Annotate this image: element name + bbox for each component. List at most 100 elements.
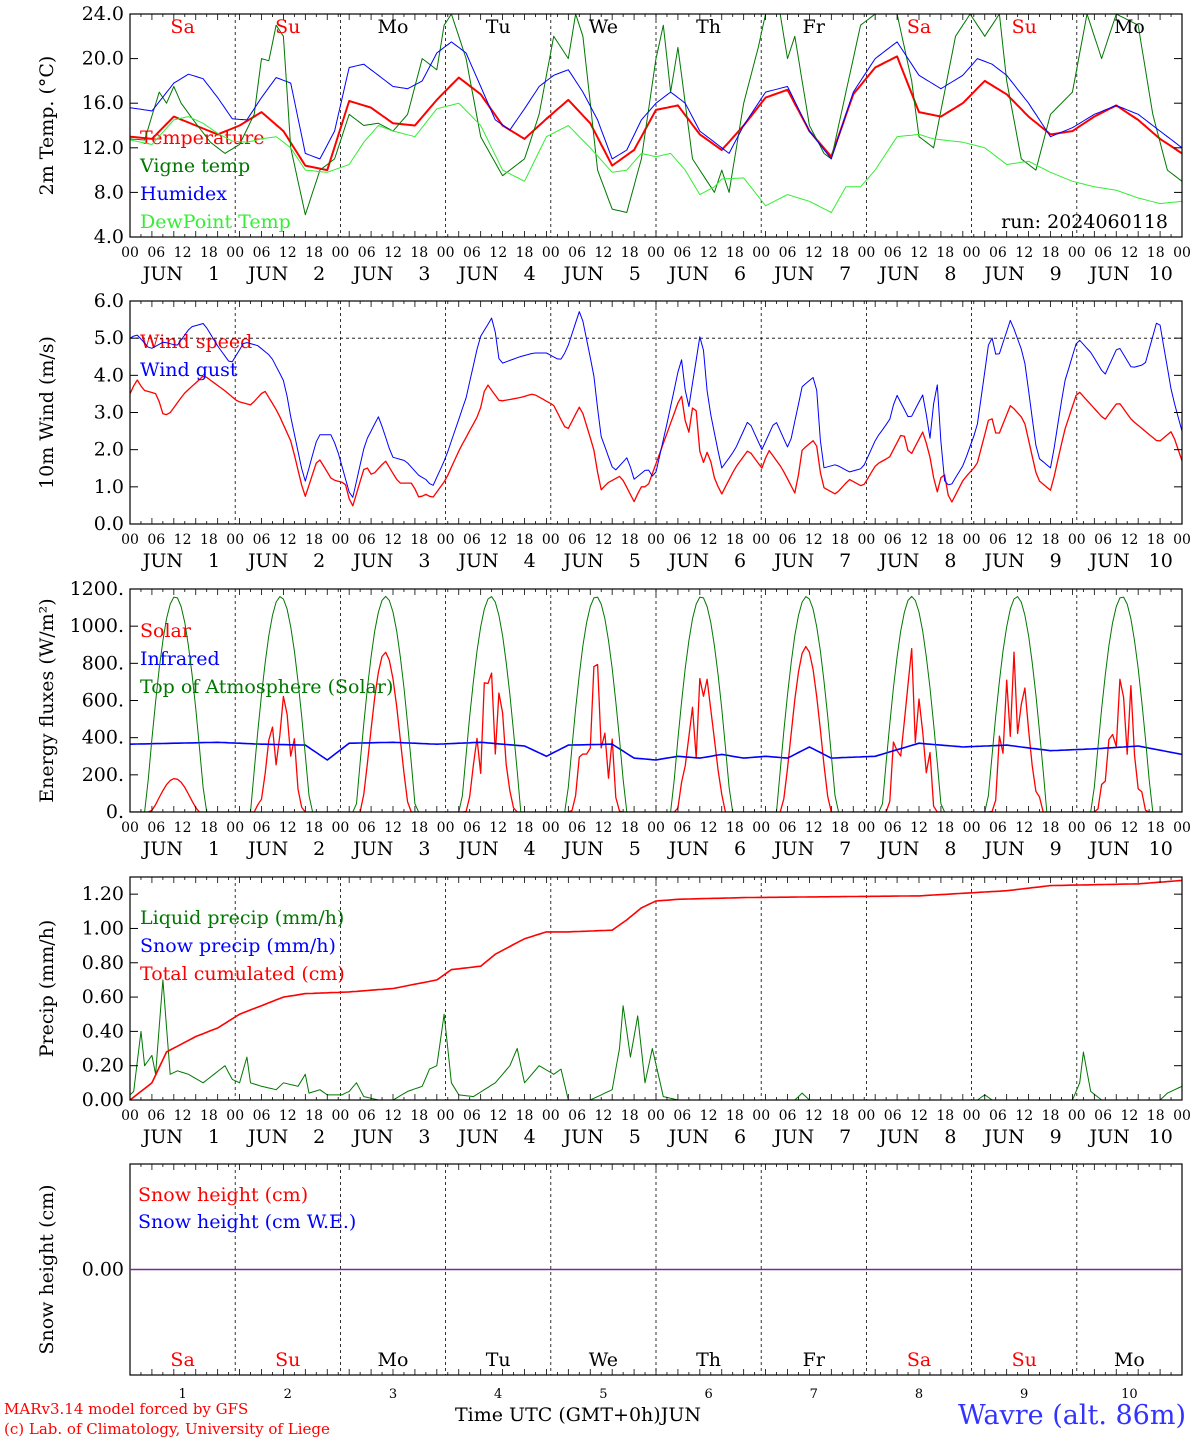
wind-hour-label: 00 (857, 532, 875, 548)
temp-series-dewpoint-temp (130, 102, 1182, 213)
precip-hour-label: 06 (463, 1108, 481, 1124)
precip-month-label: JUN (1088, 1126, 1130, 1148)
energy-y-tick-label: 400. (82, 727, 124, 749)
energy-y-axis-label: Energy fluxes (W/m²) (36, 598, 58, 802)
temp-month-label: JUN (351, 263, 393, 285)
temp-hour-label: 18 (1147, 245, 1165, 261)
precip-hour-label: 18 (936, 1108, 954, 1124)
snow-y-tick-label: 0.00 (82, 1259, 124, 1281)
temp-day-number: 5 (629, 263, 641, 285)
wind-hour-label: 18 (1042, 532, 1060, 548)
wind-y-tick-label: 0.0 (94, 513, 124, 535)
temp-hour-label: 00 (647, 245, 665, 261)
wind-hour-label: 06 (1094, 532, 1112, 548)
snow-day-number: 5 (599, 1387, 607, 1402)
precip-hour-label: 00 (121, 1108, 139, 1124)
snow-weekday-label: Mo (1114, 1349, 1145, 1371)
energy-hour-label-final: 00 (1173, 820, 1191, 836)
temp-hour-label: 12 (384, 245, 402, 261)
precip-legend-0: Liquid precip (mm/h) (140, 907, 344, 929)
temp-hour-label: 06 (673, 245, 691, 261)
temp-hour-label: 12 (805, 245, 823, 261)
energy-month-label: JUN (982, 838, 1024, 860)
energy-month-label: JUN (246, 838, 288, 860)
wind-month-label: JUN (246, 550, 288, 572)
precip-y-tick-label: 1.20 (82, 883, 124, 905)
energy-hour-label: 12 (805, 820, 823, 836)
energy-hour-label: 12 (279, 820, 297, 836)
precip-hour-label: 12 (279, 1108, 297, 1124)
temp-weekday-label: Mo (1114, 16, 1145, 38)
temp-month-label: JUN (141, 263, 183, 285)
energy-hour-label: 18 (200, 820, 218, 836)
temp-hour-label: 00 (752, 245, 770, 261)
precip-hour-label: 18 (410, 1108, 428, 1124)
wind-month-label: JUN (877, 550, 919, 572)
wind-hour-label: 12 (384, 532, 402, 548)
temp-hour-label: 18 (200, 245, 218, 261)
temp-weekday-label: Fr (803, 16, 826, 38)
wind-y-tick-label: 5.0 (94, 327, 124, 349)
wind-hour-label: 00 (963, 532, 981, 548)
energy-day-number: 7 (839, 838, 851, 860)
temp-hour-label: 12 (489, 245, 507, 261)
temp-run-annotation: run: 2024060118 (1001, 211, 1168, 233)
temp-hour-label: 06 (989, 245, 1007, 261)
precip-day-number: 9 (1050, 1126, 1062, 1148)
energy-day-number: 8 (944, 838, 956, 860)
wind-hour-label: 00 (331, 532, 349, 548)
snow-weekday-label: Su (1012, 1349, 1037, 1371)
temp-month-label: JUN (877, 263, 919, 285)
energy-hour-label: 18 (726, 820, 744, 836)
temp-y-tick-label: 8.0 (94, 181, 124, 203)
wind-y-tick-label: 6.0 (94, 290, 124, 312)
energy-day-number: 1 (208, 838, 220, 860)
energy-hour-label: 06 (1094, 820, 1112, 836)
energy-hour-label: 12 (594, 820, 612, 836)
precip-hour-label: 12 (700, 1108, 718, 1124)
wind-hour-label: 06 (884, 532, 902, 548)
wind-hour-label: 06 (358, 532, 376, 548)
temp-hour-label: 06 (568, 245, 586, 261)
temp-weekday-label: We (589, 16, 618, 38)
energy-hour-label: 06 (147, 820, 165, 836)
precip-hour-label: 18 (516, 1108, 534, 1124)
energy-series-top-of-atmosphere-solar- (130, 595, 1182, 812)
wind-y-tick-label: 1.0 (94, 476, 124, 498)
energy-hour-label: 12 (489, 820, 507, 836)
snow-day-number: 4 (494, 1387, 502, 1402)
temp-y-axis-label: 2m Temp. (°C) (36, 56, 58, 196)
energy-day-number: 10 (1149, 838, 1173, 860)
temp-legend-3: DewPoint Temp (140, 211, 291, 233)
energy-day-number: 9 (1050, 838, 1062, 860)
temp-day-number: 2 (313, 263, 325, 285)
temp-hour-label: 12 (1015, 245, 1033, 261)
temp-hour-label: 00 (963, 245, 981, 261)
wind-month-label: JUN (141, 550, 183, 572)
energy-day-number: 2 (313, 838, 325, 860)
temp-month-label: JUN (667, 263, 709, 285)
energy-legend-0: Solar (140, 620, 192, 642)
temp-hour-label: 00 (121, 245, 139, 261)
wind-legend-0: Wind speed (140, 331, 252, 353)
wind-hour-label: 12 (174, 532, 192, 548)
temp-legend-2: Humidex (140, 183, 227, 205)
wind-hour-label: 00 (647, 532, 665, 548)
wind-hour-label: 06 (673, 532, 691, 548)
temp-hour-label: 12 (1120, 245, 1138, 261)
wind-hour-label: 12 (279, 532, 297, 548)
precip-hour-label: 06 (568, 1108, 586, 1124)
temp-hour-label: 18 (621, 245, 639, 261)
temp-hour-label: 18 (936, 245, 954, 261)
precip-hour-label: 00 (226, 1108, 244, 1124)
energy-hour-label: 06 (989, 820, 1007, 836)
wind-hour-label: 12 (910, 532, 928, 548)
energy-hour-label: 18 (1042, 820, 1060, 836)
precip-y-tick-label: 0.00 (82, 1089, 124, 1111)
wind-day-number: 4 (524, 550, 536, 572)
energy-month-label: JUN (667, 838, 709, 860)
temp-series-vigne-temp (130, 14, 1182, 216)
temp-y-tick-label: 12.0 (82, 137, 124, 159)
precip-hour-label: 12 (174, 1108, 192, 1124)
snow-weekday-label: Sa (907, 1349, 931, 1371)
